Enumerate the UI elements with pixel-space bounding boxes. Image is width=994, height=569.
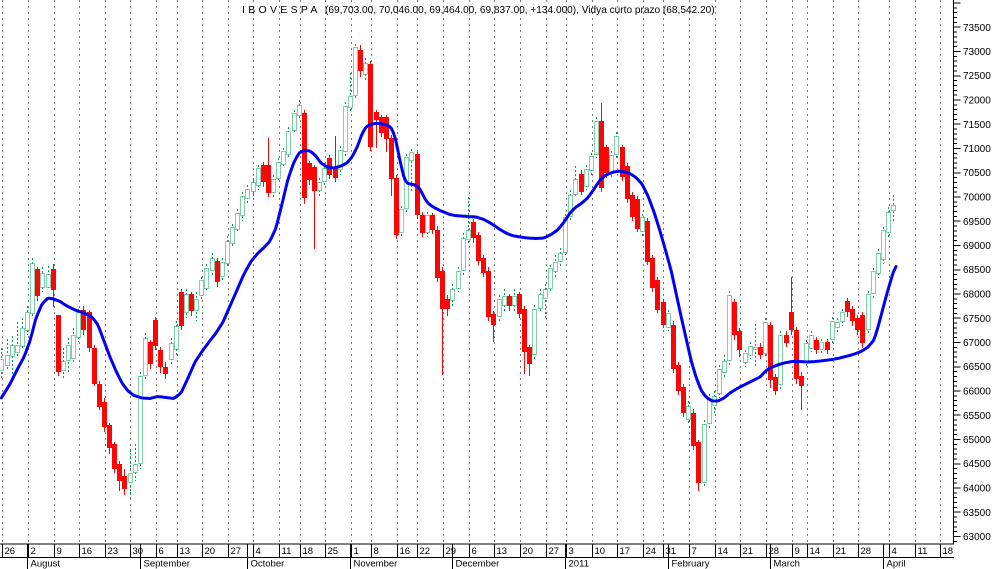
svg-text:22: 22 [420,546,431,557]
svg-text:21: 21 [743,546,754,557]
svg-text:IBOVESPA: IBOVESPA [242,4,321,16]
svg-text:February: February [672,559,710,569]
svg-text:18: 18 [943,546,954,557]
svg-text:2: 2 [31,546,36,557]
svg-text:20: 20 [205,546,216,557]
svg-text:71500: 71500 [963,120,991,131]
svg-text:6: 6 [472,546,477,557]
svg-text:72500: 72500 [963,71,991,82]
svg-text:16: 16 [400,546,411,557]
svg-text:63500: 63500 [963,508,991,519]
svg-text:September: September [144,559,190,569]
svg-text:9: 9 [795,546,800,557]
svg-text:(69,703.00, 70,046.00, 69,464.: (69,703.00, 70,046.00, 69,464.00, 69,837… [325,5,715,16]
svg-text:17: 17 [620,546,631,557]
svg-text:29: 29 [446,546,457,557]
svg-text:2011: 2011 [569,559,589,569]
svg-text:7: 7 [692,546,697,557]
svg-text:26: 26 [5,546,16,557]
svg-text:20: 20 [523,546,534,557]
svg-text:24: 24 [646,546,657,557]
svg-text:73500: 73500 [963,23,991,34]
svg-text:67000: 67000 [963,338,991,349]
svg-text:14: 14 [810,546,821,557]
svg-text:21: 21 [836,546,847,557]
svg-text:23: 23 [108,546,119,557]
svg-text:68000: 68000 [963,290,991,301]
svg-text:December: December [456,559,500,569]
svg-text:4: 4 [256,546,261,557]
svg-text:72000: 72000 [963,96,991,107]
svg-text:3: 3 [569,546,574,557]
svg-text:64500: 64500 [963,459,991,470]
svg-text:10: 10 [595,546,606,557]
svg-text:67500: 67500 [963,314,991,325]
svg-text:August: August [31,559,61,569]
svg-text:66000: 66000 [963,387,991,398]
svg-text:71000: 71000 [963,144,991,155]
svg-text:28: 28 [861,546,872,557]
svg-text:64000: 64000 [963,484,991,495]
svg-text:13: 13 [180,546,191,557]
svg-text:68500: 68500 [963,265,991,276]
svg-text:18: 18 [303,546,314,557]
svg-text:14: 14 [718,546,729,557]
svg-text:March: March [774,559,800,569]
svg-text:27: 27 [549,546,560,557]
svg-text:65500: 65500 [963,411,991,422]
svg-text:66500: 66500 [963,362,991,373]
svg-text:16: 16 [82,546,93,557]
svg-text:October: October [251,559,285,569]
svg-text:70000: 70000 [963,193,991,204]
svg-text:April: April [887,559,906,569]
svg-text:1: 1 [354,546,359,557]
svg-text:30: 30 [133,546,144,557]
svg-text:73000: 73000 [963,47,991,58]
svg-text:69000: 69000 [963,241,991,252]
svg-text:31: 31 [666,546,677,557]
svg-text:27: 27 [231,546,242,557]
svg-text:8: 8 [374,546,379,557]
svg-text:70500: 70500 [963,168,991,179]
svg-text:25: 25 [328,546,339,557]
svg-text:November: November [354,559,398,569]
svg-text:28: 28 [769,546,780,557]
svg-text:6: 6 [159,546,164,557]
svg-text:69500: 69500 [963,217,991,228]
svg-text:11: 11 [282,546,292,557]
svg-text:13: 13 [497,546,508,557]
svg-text:63000: 63000 [963,532,991,543]
svg-text:9: 9 [57,546,62,557]
svg-text:4: 4 [892,546,897,557]
svg-text:11: 11 [918,546,928,557]
svg-text:65000: 65000 [963,435,991,446]
